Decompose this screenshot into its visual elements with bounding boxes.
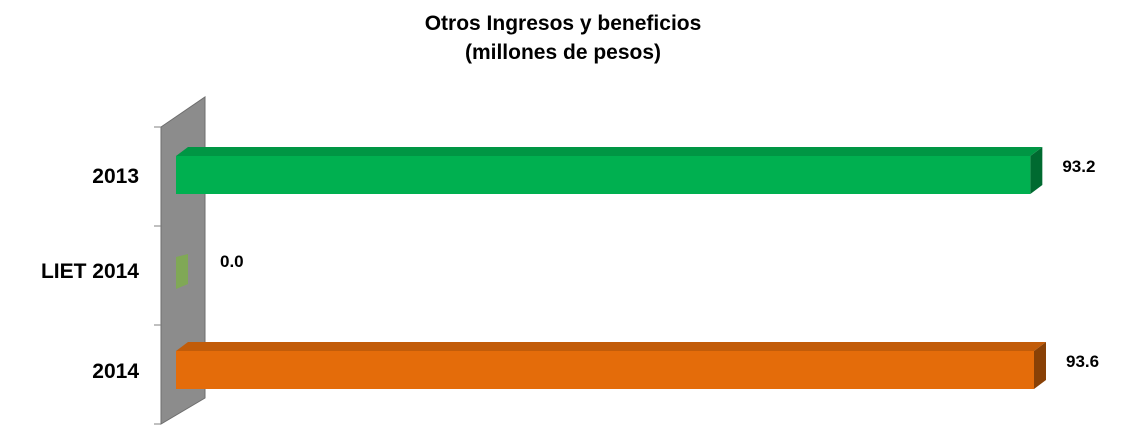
bar: [176, 254, 188, 289]
chart-subtitle: (millones de pesos): [465, 41, 661, 64]
category-label: 2014: [92, 360, 139, 383]
bar-top-face: [176, 147, 1043, 156]
bar-front-face: [176, 351, 1034, 389]
bar: [176, 342, 1046, 389]
value-label: 0.0: [220, 252, 244, 271]
bar: [176, 147, 1043, 194]
category-label: 2013: [92, 165, 139, 188]
category-label: LIET 2014: [41, 260, 139, 283]
bar-top-face: [176, 342, 1046, 351]
value-label: 93.6: [1066, 352, 1099, 371]
bar-side-face: [1034, 342, 1046, 389]
bar-stub: [176, 254, 188, 289]
chart-title: Otros Ingresos y beneficios: [425, 12, 702, 35]
bar-side-face: [1030, 147, 1043, 194]
bar-front-face: [176, 156, 1031, 194]
value-label: 93.2: [1062, 157, 1095, 176]
